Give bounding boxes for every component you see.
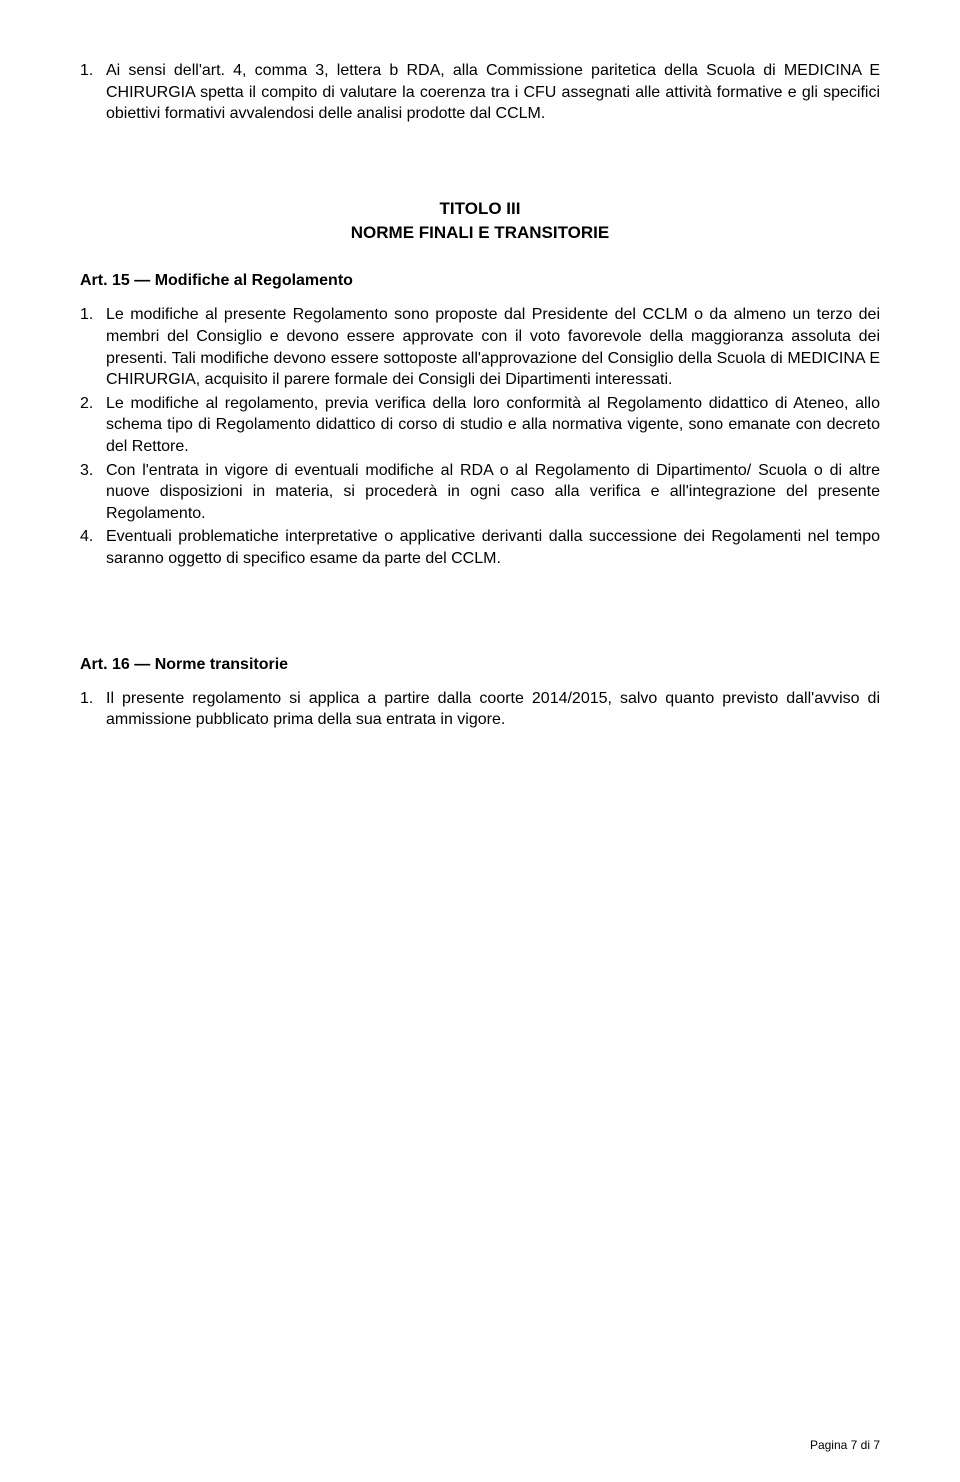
article-16-list: 1. Il presente regolamento si applica a … — [80, 688, 880, 731]
list-text: Eventuali problematiche interpretative o… — [106, 526, 880, 569]
list-number: 3. — [80, 460, 106, 525]
list-text: Con l'entrata in vigore di eventuali mod… — [106, 460, 880, 525]
page-footer: Pagina 7 di 7 — [810, 1438, 880, 1452]
list-number: 2. — [80, 393, 106, 458]
list-top: 1. Ai sensi dell'art. 4, comma 3, letter… — [80, 60, 880, 125]
list-text: Ai sensi dell'art. 4, comma 3, lettera b… — [106, 60, 880, 125]
list-text: Le modifiche al presente Regolamento son… — [106, 304, 880, 390]
list-number: 1. — [80, 60, 106, 125]
article-15-heading: Art. 15 — Modifiche al Regolamento — [80, 272, 880, 290]
list-number: 1. — [80, 304, 106, 390]
list-item: 1. Le modifiche al presente Regolamento … — [80, 304, 880, 390]
list-item: 4. Eventuali problematiche interpretativ… — [80, 526, 880, 569]
spacer — [80, 572, 880, 628]
list-text: Le modifiche al regolamento, previa veri… — [106, 393, 880, 458]
section-title-line1: TITOLO III — [80, 197, 880, 221]
list-item: 3. Con l'entrata in vigore di eventuali … — [80, 460, 880, 525]
section-title-line2: NORME FINALI E TRANSITORIE — [80, 221, 880, 245]
list-number: 4. — [80, 526, 106, 569]
spacer — [80, 127, 880, 197]
article-15-list: 1. Le modifiche al presente Regolamento … — [80, 304, 880, 569]
article-16-heading: Art. 16 — Norme transitorie — [80, 656, 880, 674]
list-item: 2. Le modifiche al regolamento, previa v… — [80, 393, 880, 458]
list-item: 1. Ai sensi dell'art. 4, comma 3, letter… — [80, 60, 880, 125]
list-number: 1. — [80, 688, 106, 731]
list-item: 1. Il presente regolamento si applica a … — [80, 688, 880, 731]
list-text: Il presente regolamento si applica a par… — [106, 688, 880, 731]
